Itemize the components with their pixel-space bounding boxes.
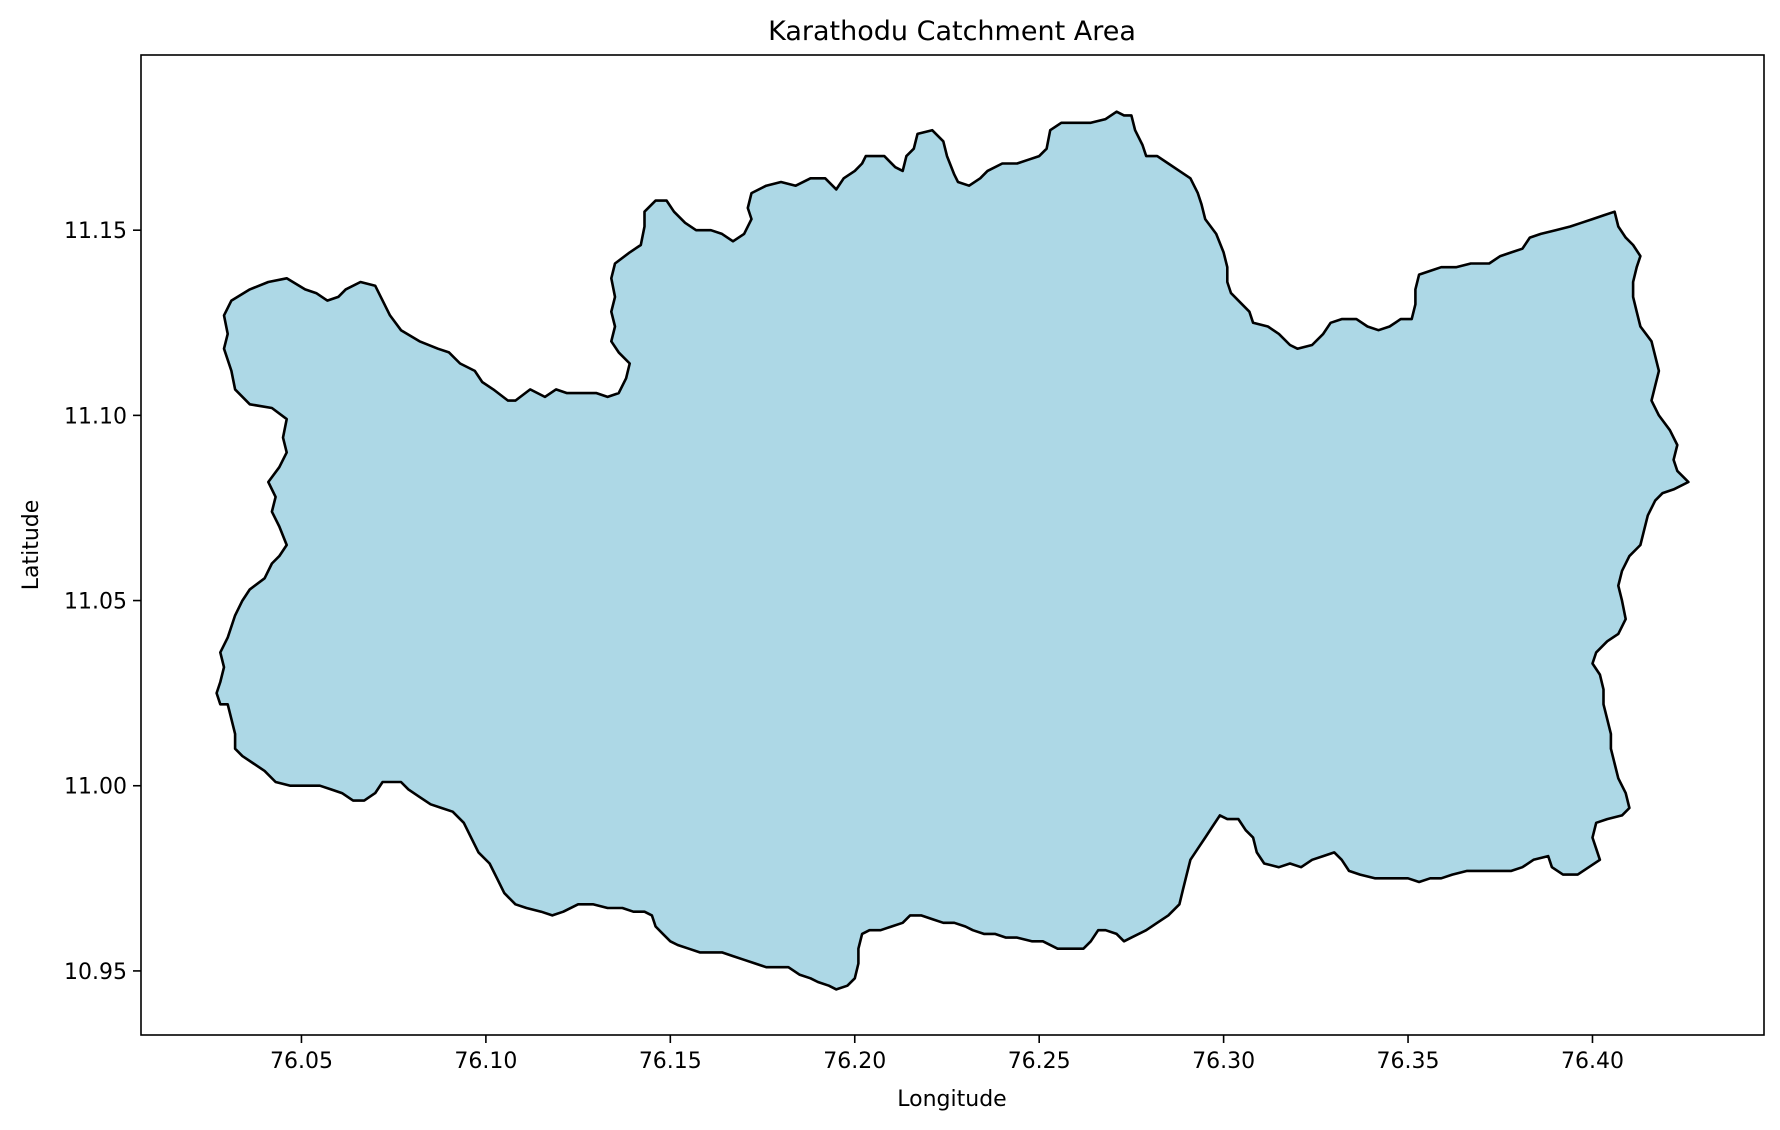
chart-title: Karathodu Catchment Area: [768, 16, 1136, 47]
y-tick-label: 11.10: [64, 404, 127, 429]
y-tick-label: 11.05: [64, 590, 127, 615]
x-axis-label: Longitude: [897, 1087, 1006, 1112]
x-tick-label: 76.40: [1561, 1049, 1624, 1074]
plot-area: [140, 54, 1765, 1036]
x-tick-label: 76.35: [1377, 1049, 1440, 1074]
x-tick-label: 76.20: [823, 1049, 886, 1074]
axes-frame: [140, 54, 1765, 1036]
catchment-polygon: [215, 110, 1690, 991]
y-axis-label: Latitude: [19, 500, 44, 591]
x-tick-label: 76.25: [1008, 1049, 1071, 1074]
y-tick-label: 11.00: [64, 775, 127, 800]
y-tick-label: 10.95: [64, 960, 127, 985]
x-axis-ticks: 76.05 76.10 76.15 76.20 76.25 76.30 76.35 76.40: [270, 1035, 1624, 1074]
y-tick-label: 11.15: [64, 219, 127, 244]
x-tick-label: 76.15: [639, 1049, 702, 1074]
y-axis-ticks: 10.95 11.00 11.05 11.10 11.15: [64, 219, 141, 985]
x-tick-label: 76.10: [454, 1049, 517, 1074]
x-tick-label: 76.30: [1192, 1049, 1255, 1074]
x-tick-label: 76.05: [270, 1049, 333, 1074]
